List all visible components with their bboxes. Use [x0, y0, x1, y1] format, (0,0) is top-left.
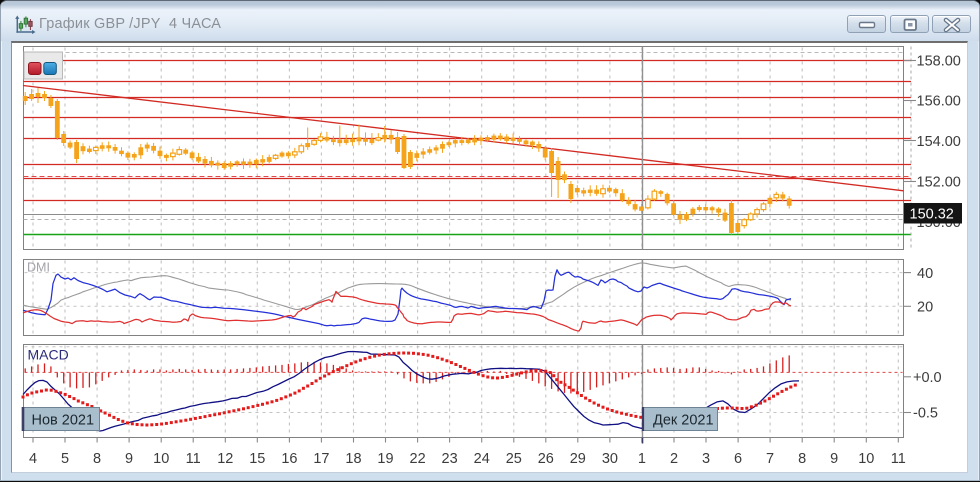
svg-text:8: 8 [798, 451, 806, 467]
svg-text:11: 11 [186, 451, 201, 467]
svg-text:+0.0: +0.0 [913, 370, 942, 386]
svg-text:26: 26 [538, 451, 554, 467]
svg-text:6: 6 [734, 451, 742, 467]
svg-text:15: 15 [249, 451, 265, 467]
svg-text:Нов 2021: Нов 2021 [32, 413, 95, 429]
svg-text:9: 9 [830, 451, 838, 467]
svg-text:MACD: MACD [28, 347, 69, 363]
svg-text:1: 1 [638, 451, 646, 467]
svg-text:4: 4 [29, 451, 37, 467]
svg-text:24: 24 [474, 451, 490, 467]
svg-text:20: 20 [917, 300, 933, 316]
svg-text:10: 10 [858, 451, 874, 467]
svg-text:30: 30 [602, 451, 618, 467]
svg-text:8: 8 [93, 451, 101, 467]
svg-text:Дек 2021: Дек 2021 [653, 413, 714, 429]
svg-text:3: 3 [702, 451, 710, 467]
svg-text:-0.5: -0.5 [913, 406, 938, 422]
svg-text:19: 19 [377, 451, 393, 467]
svg-text:29: 29 [570, 451, 586, 467]
svg-text:DMI: DMI [27, 261, 50, 275]
svg-text:5: 5 [61, 451, 69, 467]
svg-text:16: 16 [281, 451, 297, 467]
svg-text:150.32: 150.32 [910, 206, 954, 222]
svg-text:17: 17 [313, 451, 329, 467]
svg-text:10: 10 [153, 451, 169, 467]
svg-text:25: 25 [506, 451, 522, 467]
svg-text:156.00: 156.00 [917, 94, 961, 110]
svg-text:154.00: 154.00 [917, 134, 961, 150]
svg-text:40: 40 [917, 266, 933, 282]
svg-text:23: 23 [442, 451, 458, 467]
svg-text:18: 18 [345, 451, 361, 467]
svg-text:12: 12 [217, 451, 233, 467]
svg-text:9: 9 [125, 451, 133, 467]
svg-text:158.00: 158.00 [917, 54, 961, 70]
svg-text:11: 11 [891, 451, 906, 467]
svg-text:152.00: 152.00 [917, 175, 961, 191]
svg-text:22: 22 [410, 451, 426, 467]
svg-text:7: 7 [766, 451, 774, 467]
svg-text:2: 2 [670, 451, 678, 467]
